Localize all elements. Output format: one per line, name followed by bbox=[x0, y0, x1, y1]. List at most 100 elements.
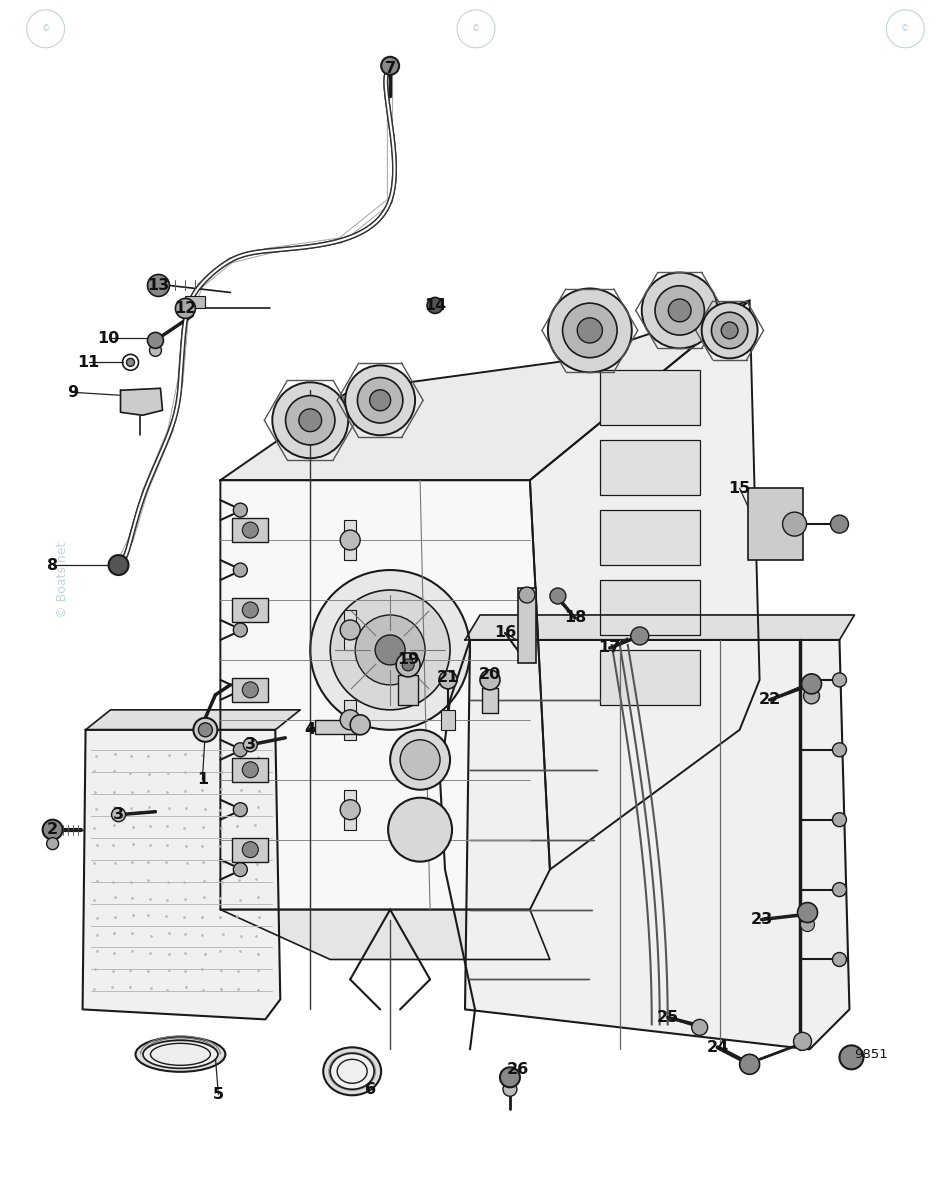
Circle shape bbox=[233, 503, 248, 517]
Circle shape bbox=[655, 286, 704, 335]
Bar bbox=[747, 488, 803, 560]
Circle shape bbox=[340, 710, 360, 730]
Circle shape bbox=[47, 838, 59, 850]
Text: 18: 18 bbox=[564, 611, 586, 625]
Bar bbox=[232, 757, 268, 781]
Text: 2: 2 bbox=[47, 822, 58, 838]
Circle shape bbox=[832, 882, 846, 896]
Circle shape bbox=[330, 590, 450, 710]
Circle shape bbox=[244, 738, 257, 751]
Circle shape bbox=[832, 673, 846, 686]
Circle shape bbox=[310, 570, 470, 730]
Ellipse shape bbox=[143, 1040, 218, 1068]
Bar bbox=[345, 790, 356, 829]
Circle shape bbox=[346, 365, 415, 436]
Circle shape bbox=[198, 722, 212, 737]
Text: ©: © bbox=[472, 24, 480, 34]
Text: 21: 21 bbox=[437, 671, 459, 685]
Text: 13: 13 bbox=[148, 278, 169, 293]
Text: 12: 12 bbox=[174, 301, 196, 316]
Bar bbox=[600, 510, 700, 565]
Bar bbox=[345, 700, 356, 739]
Circle shape bbox=[233, 863, 248, 876]
Text: 20: 20 bbox=[479, 667, 501, 683]
Text: 15: 15 bbox=[728, 481, 751, 496]
Circle shape bbox=[127, 359, 134, 366]
Bar bbox=[186, 296, 206, 308]
Circle shape bbox=[148, 332, 164, 348]
Circle shape bbox=[233, 803, 248, 817]
Circle shape bbox=[794, 1032, 811, 1050]
Polygon shape bbox=[220, 300, 749, 480]
Polygon shape bbox=[465, 640, 849, 1049]
Bar bbox=[441, 710, 455, 730]
Circle shape bbox=[111, 808, 126, 822]
Circle shape bbox=[381, 56, 399, 74]
Polygon shape bbox=[121, 389, 163, 415]
Bar bbox=[482, 688, 498, 713]
Circle shape bbox=[243, 682, 258, 698]
Circle shape bbox=[722, 322, 738, 338]
Circle shape bbox=[692, 1019, 707, 1036]
Circle shape bbox=[369, 390, 390, 410]
Text: 23: 23 bbox=[750, 912, 773, 928]
Text: © Boats.net: © Boats.net bbox=[56, 542, 69, 618]
Polygon shape bbox=[220, 910, 550, 960]
Bar bbox=[232, 678, 268, 702]
Circle shape bbox=[402, 659, 414, 671]
Text: 3: 3 bbox=[113, 808, 124, 822]
Ellipse shape bbox=[330, 1054, 374, 1090]
Circle shape bbox=[783, 512, 806, 536]
Bar bbox=[315, 720, 360, 734]
Circle shape bbox=[390, 730, 450, 790]
Circle shape bbox=[740, 1055, 760, 1074]
Circle shape bbox=[519, 587, 535, 602]
Circle shape bbox=[563, 304, 617, 358]
Circle shape bbox=[400, 739, 440, 780]
Circle shape bbox=[340, 620, 360, 640]
Text: 19: 19 bbox=[397, 653, 419, 667]
Bar bbox=[600, 580, 700, 635]
Circle shape bbox=[798, 902, 818, 923]
Circle shape bbox=[175, 299, 195, 318]
Circle shape bbox=[801, 918, 815, 931]
Text: ©: © bbox=[42, 24, 50, 34]
Circle shape bbox=[340, 799, 360, 820]
Circle shape bbox=[243, 602, 258, 618]
Text: 22: 22 bbox=[759, 692, 781, 707]
Bar bbox=[398, 674, 418, 704]
Circle shape bbox=[642, 272, 718, 348]
Circle shape bbox=[577, 318, 603, 343]
Text: ©: © bbox=[902, 24, 909, 34]
Circle shape bbox=[243, 762, 258, 778]
Circle shape bbox=[427, 298, 443, 313]
Bar bbox=[345, 520, 356, 560]
Circle shape bbox=[233, 743, 248, 757]
Polygon shape bbox=[220, 480, 550, 910]
Circle shape bbox=[355, 614, 426, 685]
Circle shape bbox=[243, 841, 258, 858]
Circle shape bbox=[340, 530, 360, 550]
Polygon shape bbox=[86, 710, 300, 730]
Circle shape bbox=[503, 1082, 517, 1097]
Ellipse shape bbox=[324, 1048, 381, 1096]
Bar bbox=[232, 838, 268, 862]
Circle shape bbox=[832, 743, 846, 757]
Text: 26: 26 bbox=[506, 1062, 529, 1076]
Bar bbox=[232, 598, 268, 622]
Circle shape bbox=[272, 383, 348, 458]
Bar bbox=[345, 610, 356, 650]
Circle shape bbox=[803, 688, 820, 704]
Bar bbox=[232, 518, 268, 542]
Circle shape bbox=[548, 288, 632, 372]
Circle shape bbox=[233, 683, 248, 697]
Polygon shape bbox=[465, 614, 855, 640]
Circle shape bbox=[550, 588, 565, 604]
Circle shape bbox=[802, 674, 822, 694]
Circle shape bbox=[702, 302, 758, 359]
Ellipse shape bbox=[135, 1037, 226, 1072]
Circle shape bbox=[43, 820, 63, 840]
Circle shape bbox=[500, 1067, 520, 1087]
Circle shape bbox=[832, 812, 846, 827]
Circle shape bbox=[668, 299, 691, 322]
